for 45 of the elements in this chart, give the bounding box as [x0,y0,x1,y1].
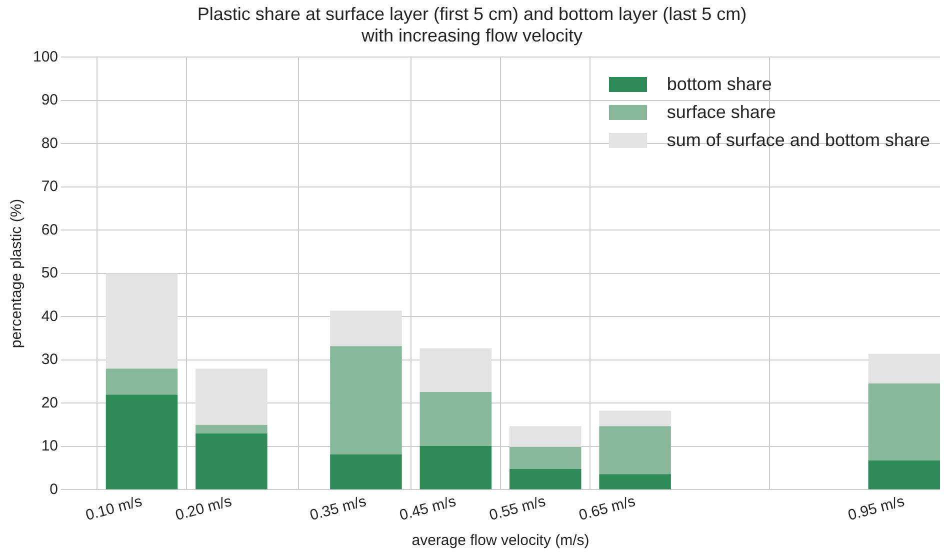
x-tick-label: 0.45 m/s [398,492,458,524]
x-tick-label: 0.35 m/s [308,492,368,524]
bar [509,468,582,490]
y-tick-label: 30 [41,351,58,368]
y-tick-label: 40 [41,308,58,325]
bar [420,446,492,490]
y-tick-label: 0 [50,480,58,498]
bar [599,426,671,474]
bar [599,410,671,426]
y-axis-title: percentage plastic (%) [8,198,26,348]
bar [868,354,940,384]
bar [196,433,268,490]
bar [420,348,492,392]
x-tick-label: 0.65 m/s [577,492,638,524]
x-tick-label: 0.55 m/s [487,492,548,524]
bar [330,346,402,454]
x-axis-title: average flow velocity (m/s) [412,532,590,550]
bar [420,392,492,446]
y-tick-label: 100 [32,48,58,66]
y-tick-label: 50 [41,264,58,282]
bar [868,383,940,460]
x-tick-label: 0.20 m/s [174,492,234,524]
legend-label: bottom share [666,74,772,94]
y-tick-label: 90 [41,92,58,109]
bar [599,474,671,490]
y-tick-label: 10 [41,438,58,455]
y-tick-label: 70 [41,178,58,196]
bar [106,368,178,395]
y-tick-label: 80 [41,134,58,152]
x-tick-label: 0.95 m/s [846,492,906,524]
chart-title: Plastic share at surface layer (first 5 cm) and bottom layer (last 5 cm) with increasing flow velocity [197,4,747,46]
bar [330,310,402,346]
bar [868,460,940,490]
bar [106,273,178,369]
bar [509,426,582,447]
bar [196,368,268,425]
y-tick-label: 60 [41,221,58,238]
bar [509,446,582,469]
x-tick-label: 0.10 m/s [84,492,144,524]
bar [106,394,178,490]
y-tick-label: 20 [41,394,58,412]
bar [330,454,402,490]
legend-label: sum of surface and bottom share [666,130,930,150]
legend-label: surface share [666,102,776,122]
bar [196,424,268,434]
